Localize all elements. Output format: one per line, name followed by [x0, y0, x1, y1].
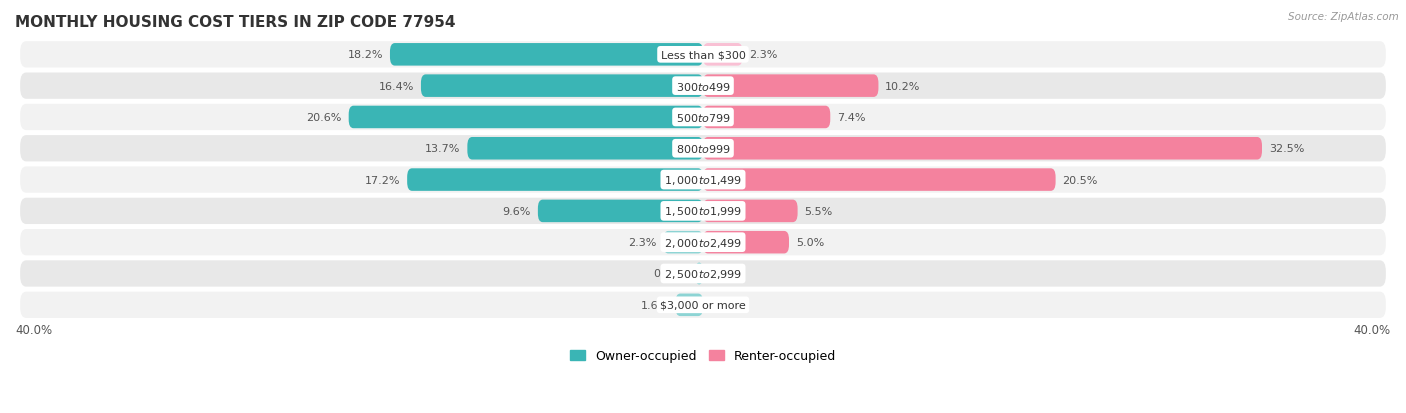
Text: 20.6%: 20.6% [307, 113, 342, 123]
Text: 0.45%: 0.45% [652, 269, 689, 279]
FancyBboxPatch shape [408, 169, 703, 191]
FancyBboxPatch shape [20, 230, 1386, 256]
FancyBboxPatch shape [389, 44, 703, 66]
Text: 5.0%: 5.0% [796, 237, 824, 247]
Text: 1.6%: 1.6% [640, 300, 669, 310]
Text: 32.5%: 32.5% [1268, 144, 1305, 154]
Text: 0.0%: 0.0% [710, 269, 738, 279]
FancyBboxPatch shape [20, 42, 1386, 68]
FancyBboxPatch shape [703, 231, 789, 254]
Text: $1,000 to $1,499: $1,000 to $1,499 [664, 173, 742, 187]
Text: $1,500 to $1,999: $1,500 to $1,999 [664, 205, 742, 218]
FancyBboxPatch shape [664, 231, 703, 254]
FancyBboxPatch shape [703, 169, 1056, 191]
FancyBboxPatch shape [675, 294, 703, 316]
Text: 20.5%: 20.5% [1063, 175, 1098, 185]
Text: 18.2%: 18.2% [347, 50, 382, 60]
FancyBboxPatch shape [20, 104, 1386, 131]
FancyBboxPatch shape [467, 138, 703, 160]
Text: 10.2%: 10.2% [886, 81, 921, 91]
Text: MONTHLY HOUSING COST TIERS IN ZIP CODE 77954: MONTHLY HOUSING COST TIERS IN ZIP CODE 7… [15, 15, 456, 30]
Text: 9.6%: 9.6% [502, 206, 531, 216]
Text: 40.0%: 40.0% [15, 323, 52, 336]
FancyBboxPatch shape [538, 200, 703, 223]
Text: $2,500 to $2,999: $2,500 to $2,999 [664, 267, 742, 280]
Text: 17.2%: 17.2% [364, 175, 401, 185]
Text: $300 to $499: $300 to $499 [675, 81, 731, 93]
FancyBboxPatch shape [703, 138, 1263, 160]
Text: 2.3%: 2.3% [749, 50, 778, 60]
Text: 0.0%: 0.0% [710, 300, 738, 310]
Text: 16.4%: 16.4% [378, 81, 413, 91]
FancyBboxPatch shape [349, 107, 703, 129]
Legend: Owner-occupied, Renter-occupied: Owner-occupied, Renter-occupied [565, 344, 841, 367]
FancyBboxPatch shape [420, 75, 703, 98]
FancyBboxPatch shape [20, 292, 1386, 318]
Text: Less than $300: Less than $300 [661, 50, 745, 60]
FancyBboxPatch shape [703, 200, 797, 223]
Text: 40.0%: 40.0% [1354, 323, 1391, 336]
FancyBboxPatch shape [20, 74, 1386, 100]
FancyBboxPatch shape [695, 263, 703, 285]
Text: 5.5%: 5.5% [804, 206, 832, 216]
FancyBboxPatch shape [20, 167, 1386, 193]
FancyBboxPatch shape [20, 261, 1386, 287]
FancyBboxPatch shape [20, 198, 1386, 225]
Text: $2,000 to $2,499: $2,000 to $2,499 [664, 236, 742, 249]
Text: 7.4%: 7.4% [837, 113, 866, 123]
FancyBboxPatch shape [703, 107, 831, 129]
FancyBboxPatch shape [703, 44, 742, 66]
FancyBboxPatch shape [703, 75, 879, 98]
Text: 2.3%: 2.3% [628, 237, 657, 247]
Text: $500 to $799: $500 to $799 [675, 112, 731, 123]
Text: $3,000 or more: $3,000 or more [661, 300, 745, 310]
FancyBboxPatch shape [20, 136, 1386, 162]
Text: 13.7%: 13.7% [425, 144, 461, 154]
Text: $800 to $999: $800 to $999 [675, 143, 731, 155]
Text: Source: ZipAtlas.com: Source: ZipAtlas.com [1288, 12, 1399, 22]
